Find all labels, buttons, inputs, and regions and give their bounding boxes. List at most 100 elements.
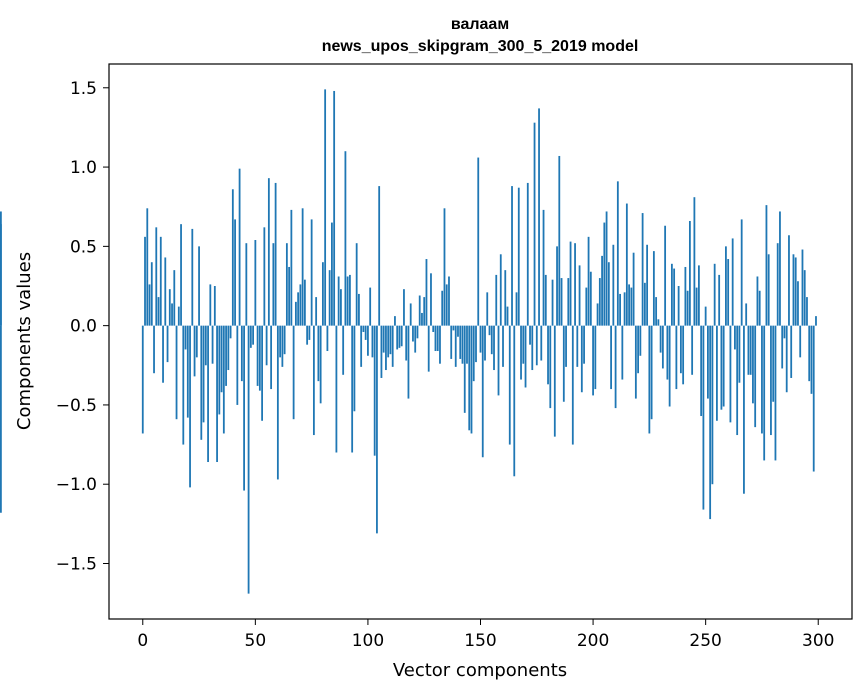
bar: [522, 325, 525, 364]
bar: [661, 325, 664, 369]
bar: [418, 295, 421, 326]
bar: [571, 325, 574, 445]
bar: [182, 325, 185, 445]
chart-title: валаам: [451, 16, 509, 33]
bar: [281, 325, 284, 367]
bar: [450, 325, 453, 359]
bar: [466, 325, 468, 364]
bar: [675, 325, 678, 390]
bar: [810, 325, 813, 394]
bar: [704, 306, 707, 326]
bar: [211, 325, 214, 364]
bar: [441, 290, 444, 326]
bar: [231, 189, 234, 326]
bar: [162, 325, 164, 383]
y-tick-label: 0.5: [70, 237, 97, 257]
bar: [727, 259, 730, 326]
x-tick-label: 50: [245, 631, 267, 651]
bar: [679, 325, 682, 374]
bar: [191, 228, 194, 326]
bar: [267, 178, 270, 326]
bar: [216, 325, 218, 463]
bar: [623, 292, 626, 326]
bar: [270, 325, 273, 390]
bar: [630, 287, 633, 326]
bar: [641, 213, 644, 326]
bar: [173, 270, 176, 326]
bar: [148, 284, 151, 326]
bar: [495, 274, 498, 326]
bar: [477, 157, 480, 326]
bar: [243, 325, 245, 491]
bar: [319, 325, 322, 404]
bar: [799, 325, 802, 358]
bar: [371, 325, 374, 358]
bar: [567, 278, 570, 326]
bar: [763, 325, 766, 461]
bar: [574, 243, 576, 326]
bar: [553, 325, 556, 437]
bar: [592, 325, 594, 396]
bar: [412, 325, 414, 342]
bar: [580, 325, 583, 393]
bar: [430, 273, 432, 326]
bar: [346, 276, 349, 326]
bar: [369, 287, 372, 326]
y-tick-label: −1.0: [56, 475, 97, 495]
bar: [299, 284, 302, 326]
bar: [427, 325, 430, 372]
bar: [283, 325, 286, 355]
bar: [153, 325, 155, 374]
bar: [340, 289, 342, 326]
bar: [470, 325, 473, 434]
bar: [213, 286, 216, 326]
bar: [342, 325, 345, 375]
bar: [716, 325, 718, 421]
bar: [583, 325, 585, 364]
bar: [601, 255, 603, 326]
bar: [452, 325, 455, 331]
bar: [238, 168, 241, 326]
bar: [533, 122, 536, 326]
bar: [186, 325, 189, 418]
bar: [168, 289, 171, 326]
bar: [0, 325, 2, 513]
bar: [481, 325, 484, 458]
x-tick-label: 0: [137, 631, 148, 651]
bar: [659, 325, 662, 353]
bar: [486, 292, 489, 326]
bar: [252, 325, 254, 345]
bar: [565, 325, 567, 367]
bar: [643, 282, 646, 326]
bar: [646, 244, 649, 326]
bar: [472, 325, 475, 382]
bar: [362, 325, 365, 332]
bar: [515, 292, 518, 326]
bar: [589, 271, 592, 326]
bar: [743, 325, 745, 494]
bar: [398, 325, 401, 348]
bar: [535, 325, 538, 366]
bar: [520, 325, 522, 380]
bar: [207, 325, 209, 463]
bar: [479, 325, 482, 353]
bar: [198, 246, 200, 326]
bar: [650, 325, 653, 420]
bar: [360, 325, 363, 367]
bar: [673, 268, 676, 326]
bar: [666, 325, 669, 380]
bar: [634, 325, 637, 399]
bar: [729, 325, 732, 423]
bar: [558, 155, 561, 326]
bar: [349, 274, 351, 326]
bar: [693, 197, 696, 326]
bar: [459, 325, 462, 359]
bar: [166, 325, 169, 363]
bar: [358, 293, 360, 326]
y-tick-label: 0.0: [70, 317, 97, 337]
bar: [702, 325, 705, 510]
bar: [445, 284, 448, 326]
bar: [758, 290, 761, 326]
y-tick-label: 1.5: [70, 79, 97, 99]
